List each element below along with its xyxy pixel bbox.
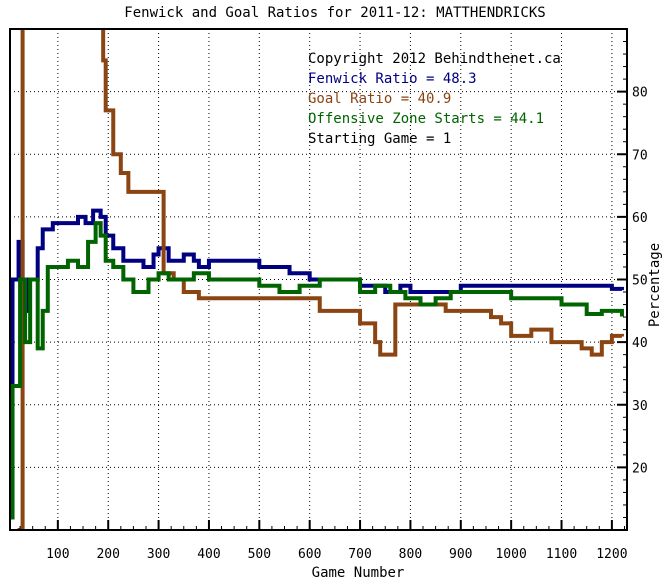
y-tick-label: 20: [632, 461, 648, 476]
legend-goal: Goal Ratio = 40.9: [308, 91, 451, 107]
y-axis-label: Percentage: [647, 243, 663, 327]
y-tick-label: 60: [632, 211, 648, 226]
y-axis: 20 30 40 50 60 70 80: [617, 41, 648, 518]
legend-starting-game: Starting Game = 1: [308, 131, 451, 147]
y-tick-label: 30: [632, 399, 648, 414]
x-tick-label: 1100: [546, 547, 577, 562]
x-tick-label: 800: [399, 547, 422, 562]
x-tick-label: 300: [147, 547, 170, 562]
legend-ozs: Offensive Zone Starts = 44.1: [308, 111, 544, 127]
x-tick-label: 900: [449, 547, 472, 562]
y-tick-label: 80: [632, 86, 648, 101]
x-tick-label: 1200: [596, 547, 627, 562]
goal-ratio-line: [17, 29, 624, 530]
x-tick-label: 500: [248, 547, 271, 562]
x-tick-label: 200: [96, 547, 119, 562]
legend-copyright: Copyright 2012 Behindthenet.ca: [308, 51, 561, 67]
offensive-zone-starts-line: [10, 221, 624, 520]
chart-title: Fenwick and Goal Ratios for 2011-12: MAT…: [124, 5, 545, 21]
x-tick-label: 100: [46, 547, 69, 562]
series-layer: [10, 29, 624, 530]
x-tick-label: 400: [197, 547, 220, 562]
legend-fenwick: Fenwick Ratio = 48.3: [308, 71, 477, 87]
x-tick-label: 700: [348, 547, 371, 562]
fenwick-ratio-line: [10, 208, 624, 520]
x-tick-label: 600: [298, 547, 321, 562]
x-axis: 100 200 300 400 500 600 700 800 900 1000 1100 1200: [19, 520, 628, 562]
x-axis-label: Game Number: [312, 565, 405, 580]
y-tick-label: 40: [632, 336, 648, 351]
y-tick-label: 70: [632, 148, 648, 163]
legend: Copyright 2012 Behindthenet.ca Fenwick R…: [308, 51, 561, 147]
x-tick-label: 1000: [495, 547, 526, 562]
y-tick-label: 50: [632, 274, 648, 289]
